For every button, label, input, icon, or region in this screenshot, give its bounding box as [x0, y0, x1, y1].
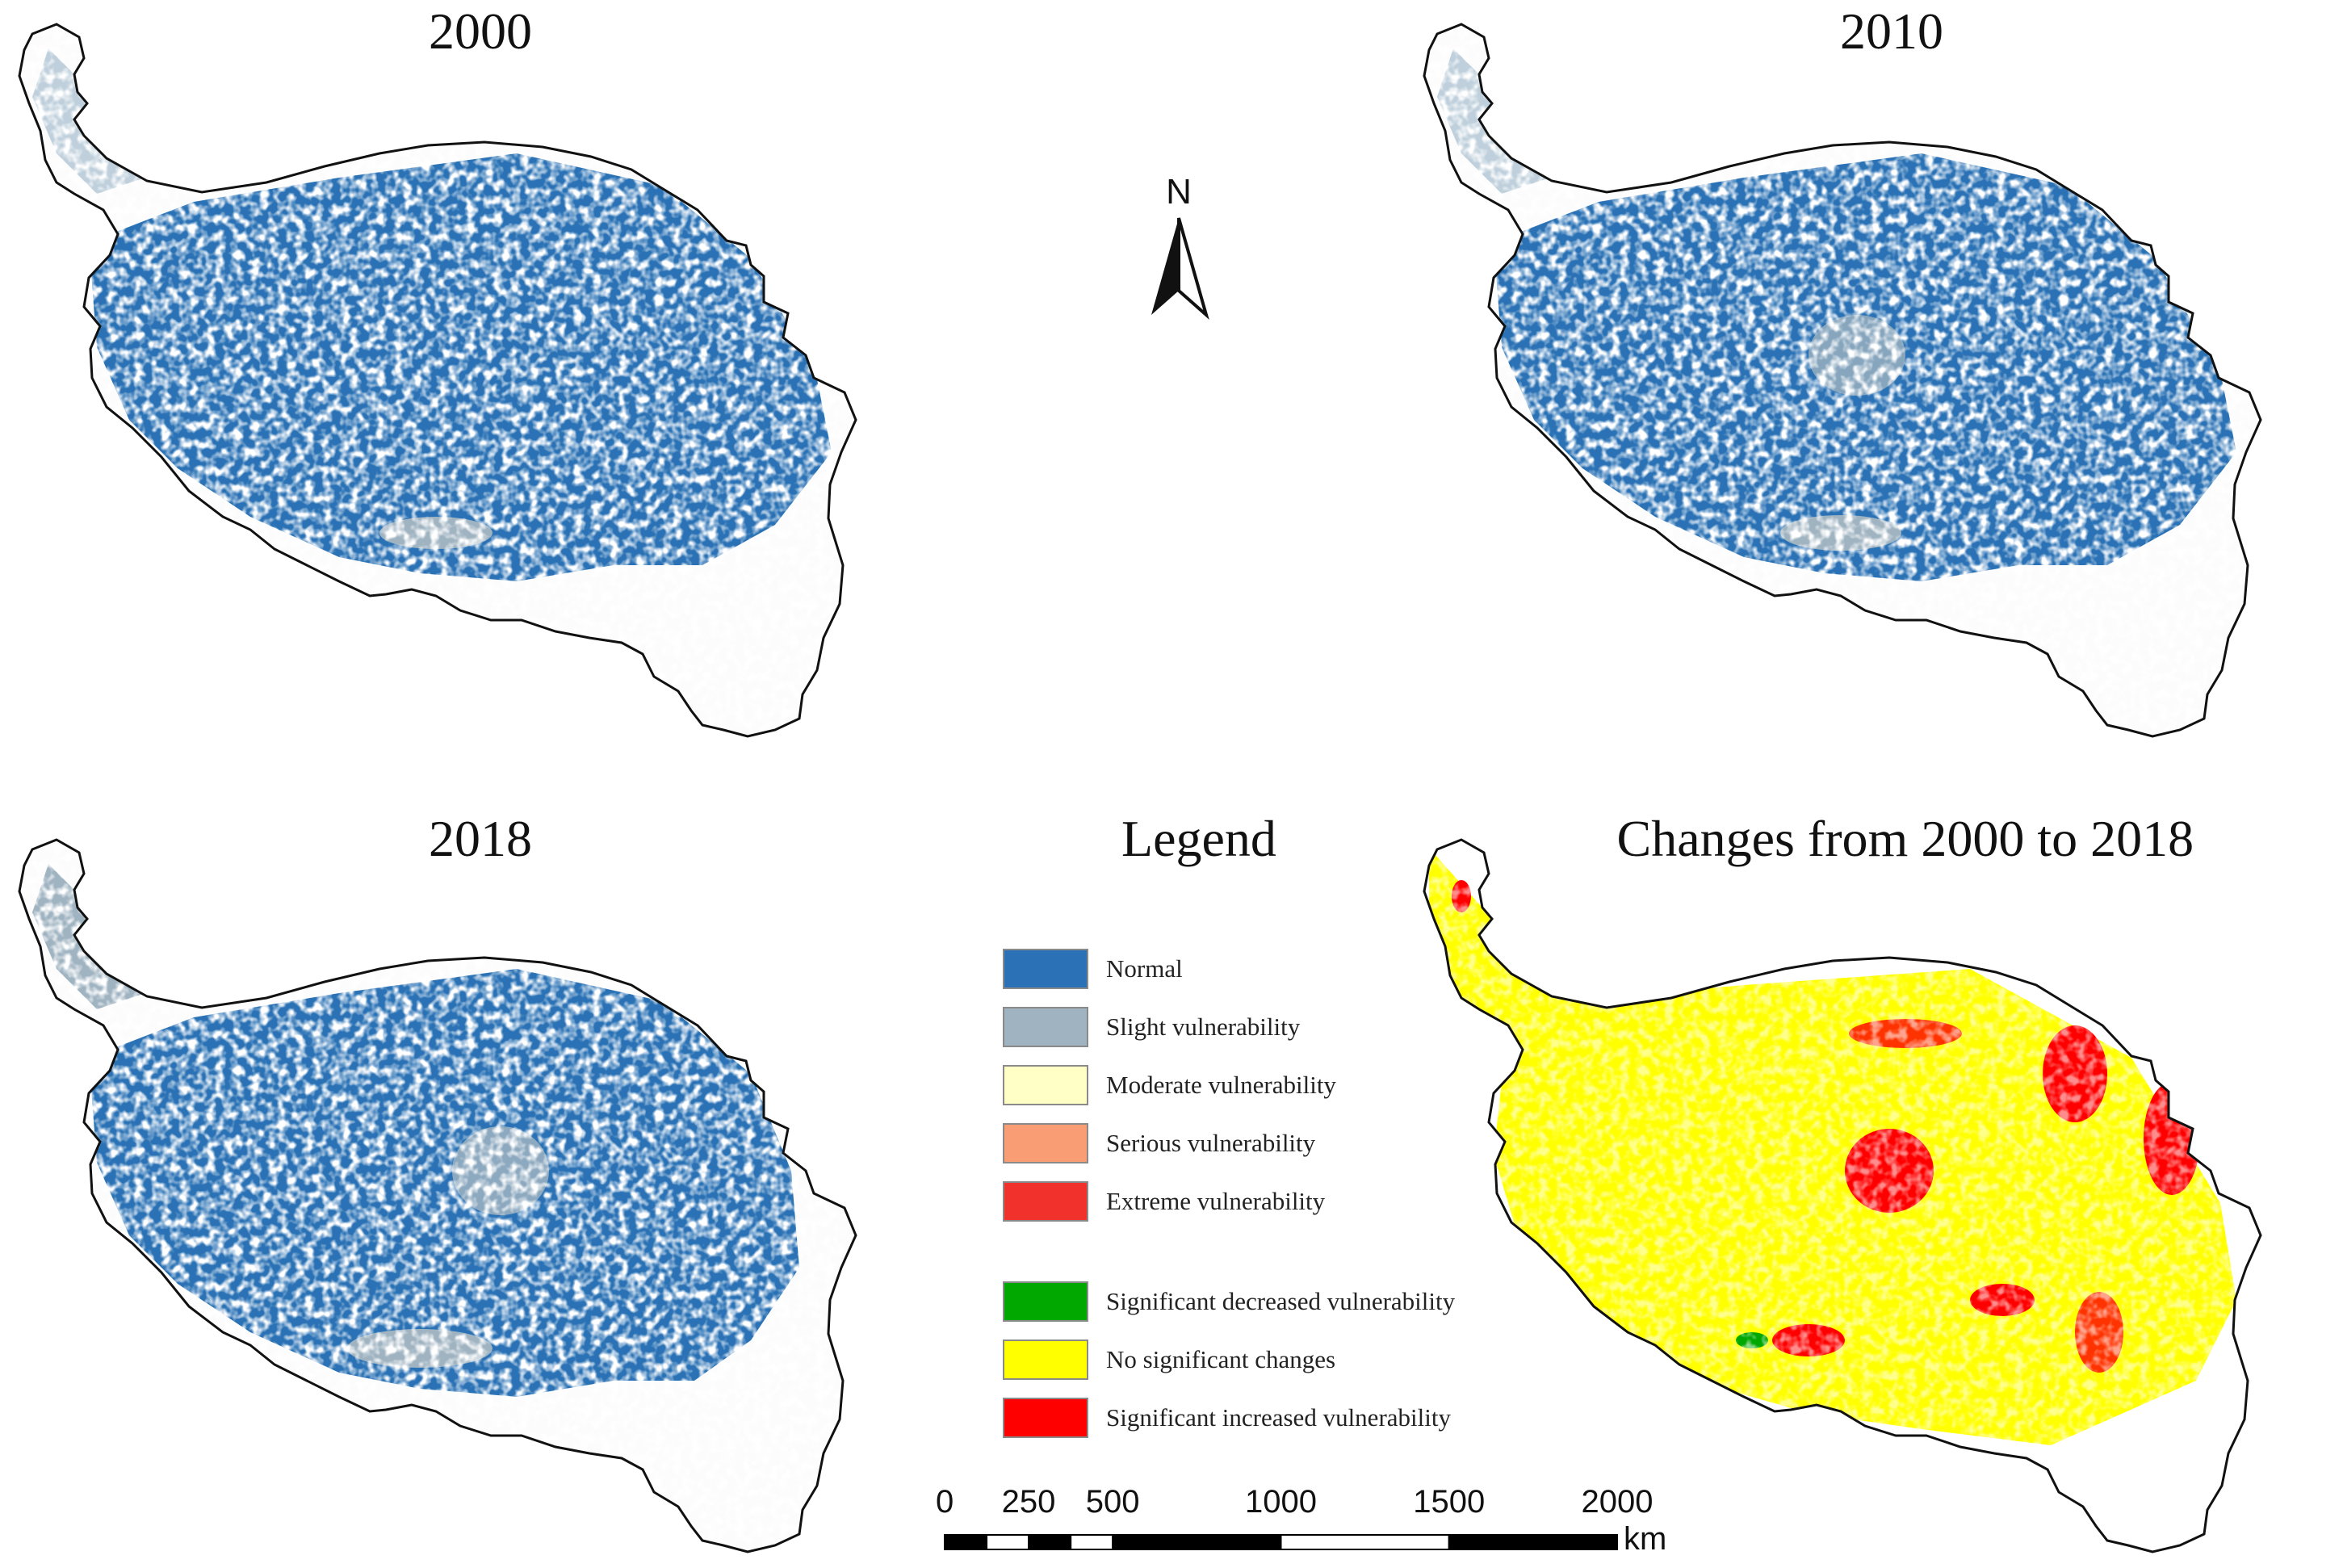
map-title-changes: Changes from 2000 to 2018: [1616, 810, 2194, 867]
scale-segment: [1280, 1534, 1450, 1550]
scale-segment: [1448, 1534, 1618, 1550]
legend-item: No significant changes: [1003, 1337, 1335, 1382]
scale-tick-label: 1000: [1245, 1484, 1317, 1520]
legend-swatch: [1003, 1181, 1088, 1222]
legend-swatch: [1003, 949, 1088, 989]
legend-swatch: [1003, 1340, 1088, 1380]
legend-swatch: [1003, 1281, 1088, 1322]
scale-bar: [944, 1534, 1618, 1550]
scale-tick-label: 500: [1085, 1484, 1140, 1520]
scale-unit-label: km: [1624, 1521, 1667, 1557]
scale-tick-label: 250: [1001, 1484, 1056, 1520]
scale-tick-label: 2000: [1581, 1484, 1654, 1520]
map-2000: [18, 23, 857, 738]
map-changes-2000-2018: [1423, 838, 2262, 1553]
legend-item: Serious vulnerability: [1003, 1121, 1315, 1166]
legend-title: Legend: [1121, 810, 1276, 867]
scale-tick-label: 0: [936, 1484, 954, 1520]
scale-segment: [944, 1534, 988, 1550]
legend-label: Extreme vulnerability: [1106, 1187, 1326, 1215]
legend-item: Significant decreased vulnerability: [1003, 1279, 1455, 1324]
map-2018: [18, 838, 857, 1553]
legend-label: Slight vulnerability: [1106, 1012, 1301, 1041]
legend-item: Moderate vulnerability: [1003, 1063, 1336, 1108]
legend-item: Significant increased vulnerability: [1003, 1395, 1451, 1440]
scale-segment: [986, 1534, 1030, 1550]
legend-item: Slight vulnerability: [1003, 1004, 1300, 1050]
legend-label: No significant changes: [1106, 1345, 1336, 1373]
legend-label: Significant decreased vulnerability: [1106, 1287, 1456, 1315]
legend-swatch: [1003, 1007, 1088, 1047]
legend-label: Moderate vulnerability: [1106, 1071, 1336, 1099]
scale-segment: [1112, 1534, 1282, 1550]
map-title-2000: 2000: [429, 2, 532, 60]
legend-swatch: [1003, 1123, 1088, 1163]
map-2010: [1423, 23, 2262, 738]
legend-item: Normal: [1003, 946, 1183, 992]
north-arrow-icon: N: [1151, 172, 1209, 321]
north-arrow-label: N: [1166, 172, 1192, 212]
legend-swatch: [1003, 1065, 1088, 1105]
legend-label: Normal: [1106, 954, 1183, 983]
legend-item: Extreme vulnerability: [1003, 1179, 1325, 1224]
legend-swatch: [1003, 1398, 1088, 1438]
legend-label: Significant increased vulnerability: [1106, 1403, 1451, 1432]
map-title-2018: 2018: [429, 810, 532, 867]
legend-label: Serious vulnerability: [1106, 1129, 1316, 1157]
scale-tick-label: 1500: [1413, 1484, 1486, 1520]
map-title-2010: 2010: [1840, 2, 1943, 60]
scale-segment: [1028, 1534, 1072, 1550]
scale-segment: [1070, 1534, 1114, 1550]
